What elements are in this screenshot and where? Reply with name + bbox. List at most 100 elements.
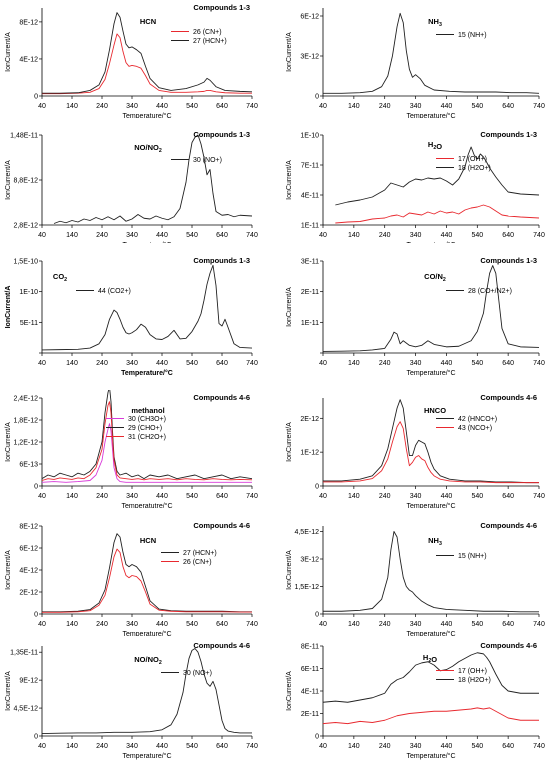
x-tick-label: 140 xyxy=(66,621,78,628)
panel-title: Compounds 1-3 xyxy=(193,256,250,265)
y-axis-label: IonCurrent/A xyxy=(286,422,293,462)
legend-label: 30 (NO+) xyxy=(193,157,222,164)
series-line-p9-0 xyxy=(42,533,252,613)
legend-label: 26 (CN+) xyxy=(193,29,222,36)
y-tick-label: 1E-10 xyxy=(19,289,38,296)
legend-label: 17 (OH+) xyxy=(458,156,487,163)
x-tick-label: 640 xyxy=(216,743,228,750)
x-axis-label: Temperature/°C xyxy=(122,752,171,760)
series-line-p7-0 xyxy=(41,423,252,483)
compound-label: H2O xyxy=(423,653,437,664)
x-tick-label: 640 xyxy=(216,232,228,239)
chart-panel-p7: 40 140 240 340 440 540 640 740 0 6E-13 1,2E-12 1,8E… xyxy=(5,390,258,508)
x-axis-label: Temperature/°C xyxy=(406,112,455,118)
x-axis-label: Temperature/°C xyxy=(406,369,455,377)
x-axis-label: Temperature/°C xyxy=(122,630,171,636)
x-tick-label: 40 xyxy=(38,621,46,628)
x-tick-label: 740 xyxy=(246,743,258,750)
x-tick-label: 140 xyxy=(66,743,78,750)
y-tick-label: 0 xyxy=(315,612,319,619)
y-tick-label: 1,35E-11 xyxy=(10,650,38,657)
y-axis-label: IonCurrent/A xyxy=(286,287,293,327)
x-tick-label: 440 xyxy=(441,493,453,500)
x-tick-label: 140 xyxy=(348,743,360,750)
y-axis-label: IonCurrent/A xyxy=(5,286,12,329)
y-tick-label: 4E-11 xyxy=(301,193,319,200)
x-tick-label: 740 xyxy=(246,621,258,628)
x-tick-label: 140 xyxy=(348,360,360,367)
x-tick-label: 540 xyxy=(186,103,198,110)
x-tick-label: 40 xyxy=(319,493,327,500)
series-line-p7-1 xyxy=(41,390,253,480)
x-tick-label: 340 xyxy=(410,103,422,110)
compound-label: NH3 xyxy=(428,17,442,28)
x-tick-label: 740 xyxy=(533,103,545,110)
panel-title: Compounds 1-3 xyxy=(193,130,250,139)
panel-title: Compounds 1-3 xyxy=(480,130,537,139)
y-tick-label: 2E-12 xyxy=(300,416,319,423)
legend-label: 29 (CHO+) xyxy=(128,425,162,432)
y-tick-label: 6E-12 xyxy=(19,546,38,553)
x-axis-label: Temperature/°C xyxy=(406,752,455,760)
y-tick-label: 0 xyxy=(34,612,38,619)
x-tick-label: 140 xyxy=(348,621,360,628)
chart-panel-p3: 40 140 240 340 440 540 640 740 2,8E-12 8,8E-12 1,4… xyxy=(5,130,258,243)
y-tick-label: 6E-12 xyxy=(300,14,319,21)
legend-label: 15 (NH+) xyxy=(458,32,487,39)
y-tick-label: 7E-11 xyxy=(301,163,319,170)
y-tick-label: 1,2E-12 xyxy=(13,440,38,447)
y-tick-label: 8E-12 xyxy=(19,524,38,531)
x-tick-label: 440 xyxy=(156,360,168,367)
legend-label: 42 (HNCO+) xyxy=(458,416,497,423)
x-tick-label: 340 xyxy=(410,232,422,239)
panel-title: Compounds 4-6 xyxy=(193,521,250,530)
x-tick-label: 540 xyxy=(186,621,198,628)
legend-label: 27 (HCN+) xyxy=(183,550,217,557)
x-tick-label: 440 xyxy=(156,493,168,500)
series-line-p12-0 xyxy=(322,707,539,725)
x-tick-label: 340 xyxy=(126,232,138,239)
y-axis-label: IonCurrent/A xyxy=(5,160,12,200)
x-axis-label: Temperature/°C xyxy=(406,630,455,636)
compound-label: HCN xyxy=(140,17,156,26)
compound-label: HCN xyxy=(140,536,156,545)
x-tick-label: 340 xyxy=(126,493,138,500)
y-tick-label: 0 xyxy=(34,484,38,491)
x-tick-label: 640 xyxy=(216,493,228,500)
x-tick-label: 740 xyxy=(246,232,258,239)
y-tick-label: 1E-11 xyxy=(301,223,319,230)
series-line-p1-0 xyxy=(42,33,252,95)
legend-label: 31 (CH2O+) xyxy=(128,434,166,441)
x-tick-label: 440 xyxy=(441,621,453,628)
compound-label: H2O xyxy=(428,140,442,151)
chart-panel-p5: 40 140 240 340 440 540 640 740 5E-11 1E-10 1,5E-10… xyxy=(5,256,258,377)
x-tick-label: 340 xyxy=(410,621,422,628)
x-tick-label: 240 xyxy=(96,743,108,750)
y-tick-label: 4E-12 xyxy=(19,568,38,575)
series-line-p11-0 xyxy=(41,648,252,734)
y-tick-label: 0 xyxy=(315,484,319,491)
compound-label: HNCO xyxy=(424,406,446,415)
y-tick-label: 1E-12 xyxy=(300,450,319,457)
x-tick-label: 140 xyxy=(348,232,360,239)
x-tick-label: 540 xyxy=(471,493,483,500)
chart-panel-p8: 40 140 240 340 440 540 640 740 0 1E-12 2E-12 Temper… xyxy=(286,393,545,508)
x-tick-label: 40 xyxy=(38,493,46,500)
x-tick-label: 240 xyxy=(96,360,108,367)
x-tick-label: 540 xyxy=(471,103,483,110)
x-axis-label: Temperatutre/°C xyxy=(121,502,172,508)
y-tick-label: 2E-12 xyxy=(19,590,38,597)
x-tick-label: 340 xyxy=(410,743,422,750)
compound-label: NH3 xyxy=(428,536,442,547)
x-tick-label: 540 xyxy=(186,232,198,239)
chart-panel-p4: 40 140 240 340 440 540 640 740 1E-11 4E-11 7E-11 1E… xyxy=(286,130,545,243)
legend-label: 43 (NCO+) xyxy=(458,425,492,432)
x-tick-label: 240 xyxy=(379,232,391,239)
y-axis-label: IonCurrent/A xyxy=(286,32,293,72)
series-line-p8-1 xyxy=(323,421,539,484)
x-axis-label: Temperature/°C xyxy=(122,241,171,243)
x-tick-label: 540 xyxy=(471,743,483,750)
x-tick-label: 740 xyxy=(533,621,545,628)
x-tick-label: 140 xyxy=(66,232,78,239)
x-tick-label: 340 xyxy=(126,360,138,367)
